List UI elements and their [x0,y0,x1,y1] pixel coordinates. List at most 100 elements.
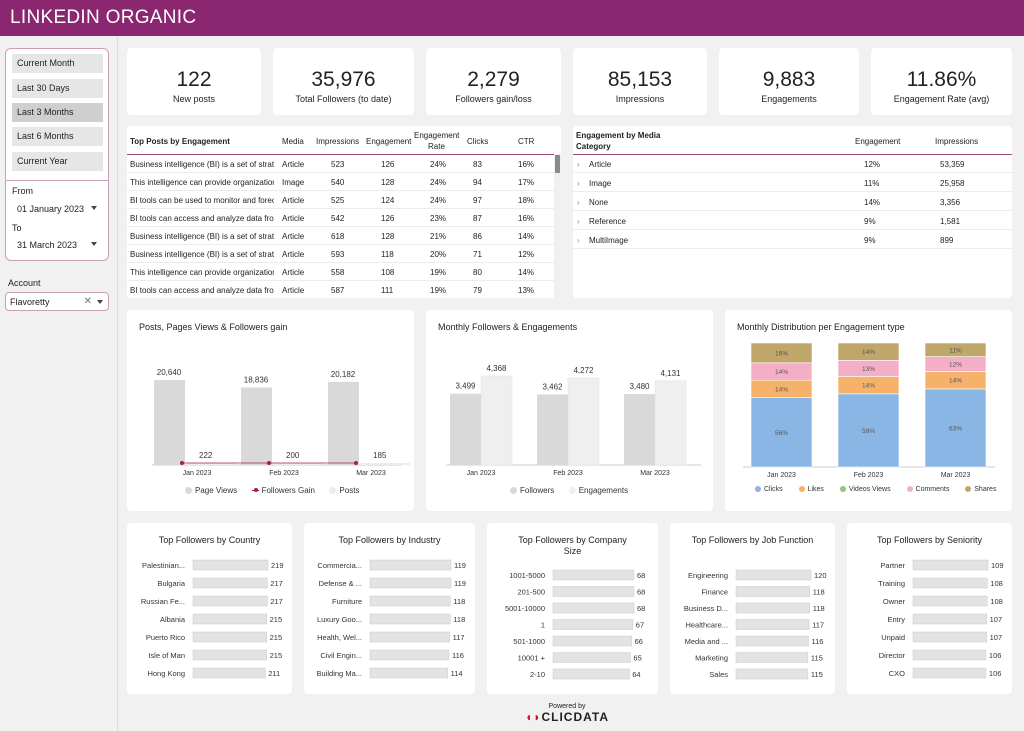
bar[interactable] [369,667,448,679]
point-followers-gain[interactable] [354,461,358,465]
column-header-engagement[interactable]: Engagement [366,137,412,146]
bar[interactable] [735,668,809,680]
table-scrollbar-track[interactable] [554,154,561,298]
point-followers-gain[interactable] [267,461,271,465]
table-row[interactable]: Business intelligence (BI) is a set of s… [127,155,554,173]
table-row[interactable]: › Image 11% 25,958 [573,174,1012,192]
bar[interactable] [912,595,988,607]
post-engagement-rate: 23% [430,214,447,223]
table-row[interactable]: › Reference 9% 1,581 [573,212,1012,230]
segment-clicks[interactable] [837,393,900,468]
bar-engagements[interactable] [567,377,600,466]
period-current-month-button[interactable]: Current Month [12,54,103,73]
bar[interactable] [912,577,988,589]
bar-engagements[interactable] [654,380,687,466]
bar[interactable] [369,631,450,643]
legend-engagements: Engagements [578,486,629,495]
to-date-select[interactable]: 31 March 2023 [12,236,103,254]
bar[interactable] [552,602,635,614]
bar[interactable] [552,586,635,597]
bar[interactable] [912,559,989,571]
expand-icon[interactable]: › [577,160,580,169]
bar[interactable] [912,667,987,679]
bar[interactable] [192,667,266,679]
table-row[interactable]: › None 14% 3,356 [573,193,1012,211]
bar-followers[interactable] [537,394,568,465]
segment-shares[interactable] [924,342,987,357]
column-header-impressions[interactable]: Impressions [935,137,979,146]
column-header-ctr[interactable]: CTR [518,137,535,146]
table-row[interactable]: › Article 12% 53,359 [573,155,1012,173]
table-scrollbar-thumb[interactable] [555,155,560,173]
bar[interactable] [192,559,269,571]
column-header-clicks[interactable]: Clicks [467,137,489,146]
bar[interactable] [552,569,635,581]
bar[interactable] [552,635,632,647]
bar[interactable] [552,619,634,630]
bar-followers[interactable] [450,393,481,465]
table-title: Top Posts by Engagement [130,137,230,146]
post-clicks: 87 [473,214,482,223]
column-header-media[interactable]: Media [282,137,304,146]
bar[interactable] [192,613,267,625]
column-header-engagement-rate[interactable]: Engagement [414,131,460,140]
bar[interactable] [735,652,809,663]
column-header-impressions[interactable]: Impressions [316,137,360,146]
bar-followers[interactable] [624,394,655,465]
bar[interactable] [369,649,450,661]
bar[interactable] [552,668,630,680]
bar[interactable] [735,635,809,647]
expand-icon[interactable]: › [577,179,580,188]
table-row[interactable]: BI tools can access and analyze data fro… [127,281,554,298]
bar-posts[interactable] [187,463,236,465]
from-date-select[interactable]: 01 January 2023 [12,200,103,218]
bar-page-views[interactable] [241,387,272,465]
expand-icon[interactable]: › [577,236,580,245]
table-row[interactable]: › MultiImage 9% 899 [573,231,1012,249]
expand-icon[interactable]: › [577,217,580,226]
bar[interactable] [552,652,631,663]
segment-clicks[interactable] [750,397,813,468]
bar[interactable] [192,649,267,661]
period-last-6-months-button[interactable]: Last 6 Months [12,127,103,146]
bar[interactable] [735,602,810,614]
bar[interactable] [912,649,987,661]
bar[interactable] [735,586,810,597]
period-last-3-months-button[interactable]: Last 3 Months [12,103,103,122]
app-header: LINKEDIN ORGANIC [0,0,1024,36]
table-row[interactable]: This intelligence can provide organizati… [127,173,554,191]
account-select[interactable]: Flavoretty ✕ [5,292,109,311]
bar-posts[interactable] [274,463,323,465]
bar[interactable] [912,631,987,643]
bar[interactable] [192,631,267,643]
period-current-year-button[interactable]: Current Year [12,152,103,171]
expand-icon[interactable]: › [577,198,580,207]
table-row[interactable]: Business intelligence (BI) is a set of s… [127,227,554,245]
column-header-engagement[interactable]: Engagement [855,137,901,146]
bar[interactable] [912,613,987,625]
segment-shares[interactable] [837,342,900,361]
bar[interactable] [369,559,452,571]
period-last-30-days-button[interactable]: Last 30 Days [12,79,103,98]
clear-icon[interactable]: ✕ [83,296,92,307]
segment-clicks[interactable] [924,388,987,468]
bar[interactable] [192,577,268,589]
table-row[interactable]: Business intelligence (BI) is a set of s… [127,245,554,263]
bar-page-views[interactable] [328,381,359,465]
bar-page-views[interactable] [154,380,185,465]
bar[interactable] [735,569,812,581]
bar[interactable] [735,619,810,630]
bar[interactable] [369,595,451,607]
segment-shares[interactable] [750,342,813,364]
table-row[interactable]: This intelligence can provide organizati… [127,263,554,281]
bar-posts[interactable] [361,463,410,465]
point-followers-gain[interactable] [180,461,184,465]
bar[interactable] [192,595,268,607]
table-row[interactable]: BI tools can be used to monitor and fore… [127,191,554,209]
bar[interactable] [369,613,451,625]
bar[interactable] [369,577,452,589]
clicdata-logo[interactable]: ◖◗CLICDATA [524,710,610,724]
post-engagement: 124 [381,196,395,205]
bar-engagements[interactable] [480,375,513,466]
table-row[interactable]: BI tools can access and analyze data fro… [127,209,554,227]
